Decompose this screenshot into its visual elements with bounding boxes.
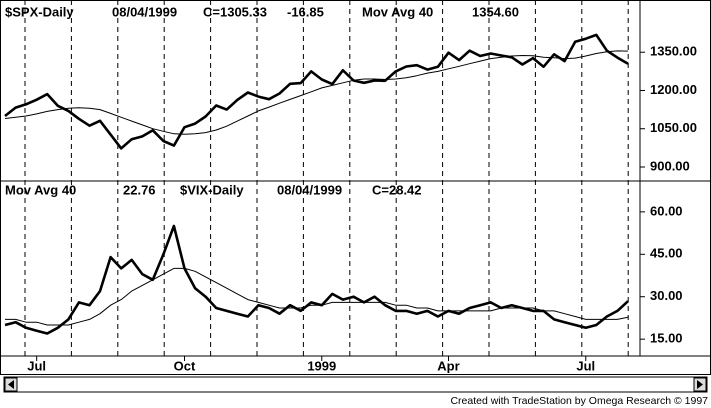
moving-average xyxy=(5,267,629,326)
y-tick-label: 900.00 xyxy=(650,158,690,173)
scroll-left-arrow xyxy=(8,380,14,389)
header-ma: 1354.60 xyxy=(472,4,519,19)
series-name: $VIX-Daily xyxy=(180,182,244,197)
series-name: $SPX-Daily xyxy=(5,4,74,19)
x-tick-label: 1999 xyxy=(307,358,336,373)
y-tick-label: 1350.00 xyxy=(650,44,697,59)
header-change: -16.85 xyxy=(287,4,324,19)
x-tick-label: Jul xyxy=(576,358,595,373)
scroll-track[interactable] xyxy=(3,376,708,393)
x-tick-label: Jul xyxy=(27,358,46,373)
y-tick-label: 1050.00 xyxy=(650,120,697,135)
y-tick-label: 15.00 xyxy=(650,331,683,346)
header-date: 08/04/1999 xyxy=(277,182,342,197)
frame xyxy=(0,0,711,375)
header-close: C=28.42 xyxy=(372,182,422,197)
moving-average xyxy=(4,50,629,135)
y-tick-label: 45.00 xyxy=(650,246,683,261)
scrollbar[interactable] xyxy=(3,376,708,393)
header-ma: 22.76 xyxy=(123,182,156,197)
y-tick-label: 1200.00 xyxy=(650,82,697,97)
price-line xyxy=(4,33,629,150)
series-name: Mov Avg 40 xyxy=(5,182,76,197)
scroll-right-arrow xyxy=(697,380,703,389)
y-tick-label: 30.00 xyxy=(650,288,683,303)
footer: Created with TradeStation by Omega Resea… xyxy=(450,395,708,407)
x-tick-label: Oct xyxy=(174,358,196,373)
y-tick-label: 60.00 xyxy=(650,203,683,218)
x-tick-label: Apr xyxy=(437,358,459,373)
series-name: Mov Avg 40 xyxy=(362,4,433,19)
header-close: C=1305.33 xyxy=(203,4,267,19)
header-date: 08/04/1999 xyxy=(112,4,177,19)
